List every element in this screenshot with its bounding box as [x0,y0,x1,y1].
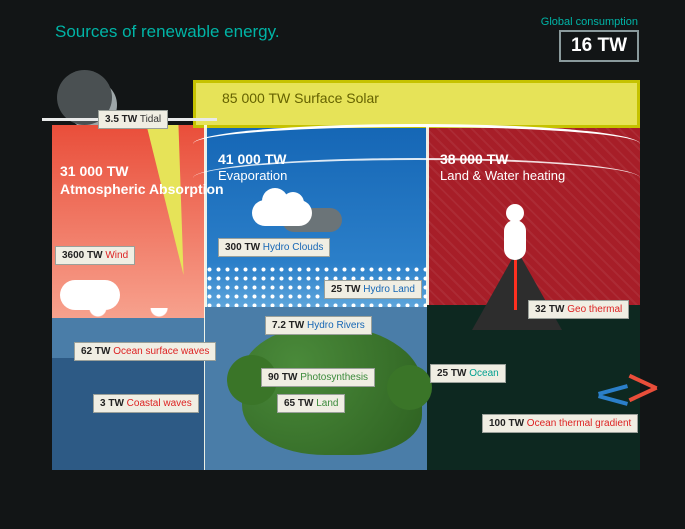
wave-icon [52,308,205,322]
badge-coastal: 3 TW Coastal waves [93,394,199,413]
cloud-left-icon [60,280,120,310]
badge-wind: 3600 TW Wind [55,246,135,265]
atmospheric-label: Atmospheric Absorption [60,180,224,198]
cloud-mid-icon [252,200,312,226]
consumption-value: 16 TW [559,30,639,62]
solar-band-label: 85 000 TW Surface Solar [222,90,379,106]
badge-hydro-clouds: 300 TW Hydro Clouds [218,238,330,257]
diagram-canvas: 85 000 TW Surface Solar 31 000 TW Atmosp… [52,80,640,470]
panel-header-landwater: 38 000 TW Land & Water heating [440,150,565,185]
landwater-value: 38 000 TW [440,150,565,168]
panel-header-evaporation: 41 000 TW Evaporation [218,150,287,185]
lava-icon [514,255,517,310]
ocean-lower [52,358,205,470]
evaporation-value: 41 000 TW [218,150,287,168]
solar-label: Surface Solar [294,90,379,106]
badge-tidal: 3.5 TW Tidal [98,110,168,129]
badge-land: 65 TW Land [277,394,345,413]
badge-hydro-rivers: 7.2 TW Hydro Rivers [265,316,372,335]
badge-gradient: 100 TW Ocean thermal gradient [482,414,638,433]
panel-header-atmospheric: 31 000 TW Atmospheric Absorption [60,162,224,198]
badge-hydro-land: 25 TW Hydro Land [324,280,422,299]
atmospheric-value: 31 000 TW [60,162,224,180]
forest-icon [242,325,422,455]
landwater-label: Land & Water heating [440,168,565,185]
consumption-label: Global consumption [541,16,638,28]
page-title: Sources of renewable energy. [55,22,280,42]
smoke-icon [504,220,526,260]
badge-geo: 32 TW Geo thermal [528,300,629,319]
solar-value: 85 000 TW [222,90,290,106]
badge-ocean: 25 TW Ocean [430,364,506,383]
evaporation-label: Evaporation [218,168,287,185]
badge-surface-waves: 62 TW Ocean surface waves [74,342,216,361]
badge-photosynthesis: 90 TW Photosynthesis [261,368,375,387]
